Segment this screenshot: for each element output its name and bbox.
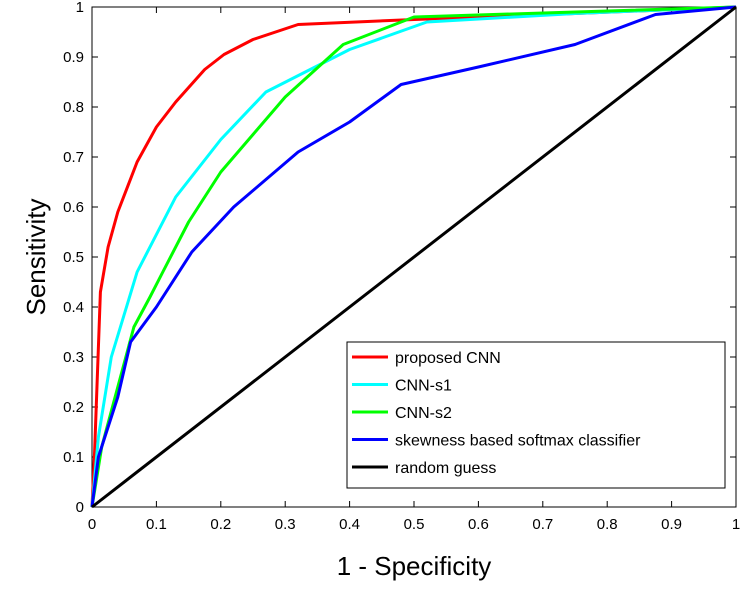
y-axis-ticks: 0 0.1 0.2 0.3 0.4 0.5 0.6 0.7 0.8 0.9 1	[63, 0, 736, 516]
y-tick-label: 0.3	[63, 349, 84, 366]
y-tick-label: 0.7	[63, 149, 84, 166]
series-line	[90, 5, 737, 508]
x-tick-label: 0.3	[275, 516, 296, 533]
x-tick-label: 1	[732, 516, 740, 533]
y-tick-label: 0.8	[63, 99, 84, 116]
x-tick-label: 0.9	[661, 516, 682, 533]
y-tick-label: 0	[76, 499, 84, 516]
x-tick-label: 0.4	[339, 516, 360, 533]
y-tick-label: 0.5	[63, 249, 84, 266]
x-tick-label: 0.1	[146, 516, 167, 533]
legend-label: CNN-s2	[395, 405, 452, 422]
y-tick-label: 0.2	[63, 399, 84, 416]
x-axis-title: 1 - Specificity	[337, 551, 492, 581]
x-axis-ticks: 0 0.1 0.2 0.3 0.4 0.5 0.6 0.7 0.8 0.9 1	[88, 7, 740, 533]
legend-label: skewness based softmax classifier	[395, 433, 641, 450]
legend-label: proposed CNN	[395, 350, 501, 367]
x-tick-label: 0.2	[210, 516, 231, 533]
x-tick-label: 0.8	[597, 516, 618, 533]
legend: proposed CNN CNN-s1 CNN-s2 skewness based s…	[346, 341, 726, 489]
y-tick-label: 0.9	[63, 49, 84, 66]
series-line	[91, 5, 737, 509]
legend-box	[346, 341, 726, 489]
y-tick-label: 0.6	[63, 199, 84, 216]
x-tick-label: 0.6	[468, 516, 489, 533]
y-axis-title: Sensitivity	[21, 198, 51, 315]
x-tick-label: 0.5	[404, 516, 425, 533]
series-line	[90, 5, 737, 508]
series-line	[90, 5, 737, 508]
legend-label: CNN-s1	[395, 378, 452, 395]
y-tick-label: 0.4	[63, 299, 84, 316]
series-line	[90, 5, 737, 508]
y-tick-label: 0.1	[63, 449, 84, 466]
series-layer	[90, 5, 737, 509]
x-tick-label: 0	[88, 516, 96, 533]
x-tick-label: 0.7	[532, 516, 553, 533]
y-tick-label: 1	[76, 0, 84, 16]
legend-label: random guess	[395, 460, 496, 477]
